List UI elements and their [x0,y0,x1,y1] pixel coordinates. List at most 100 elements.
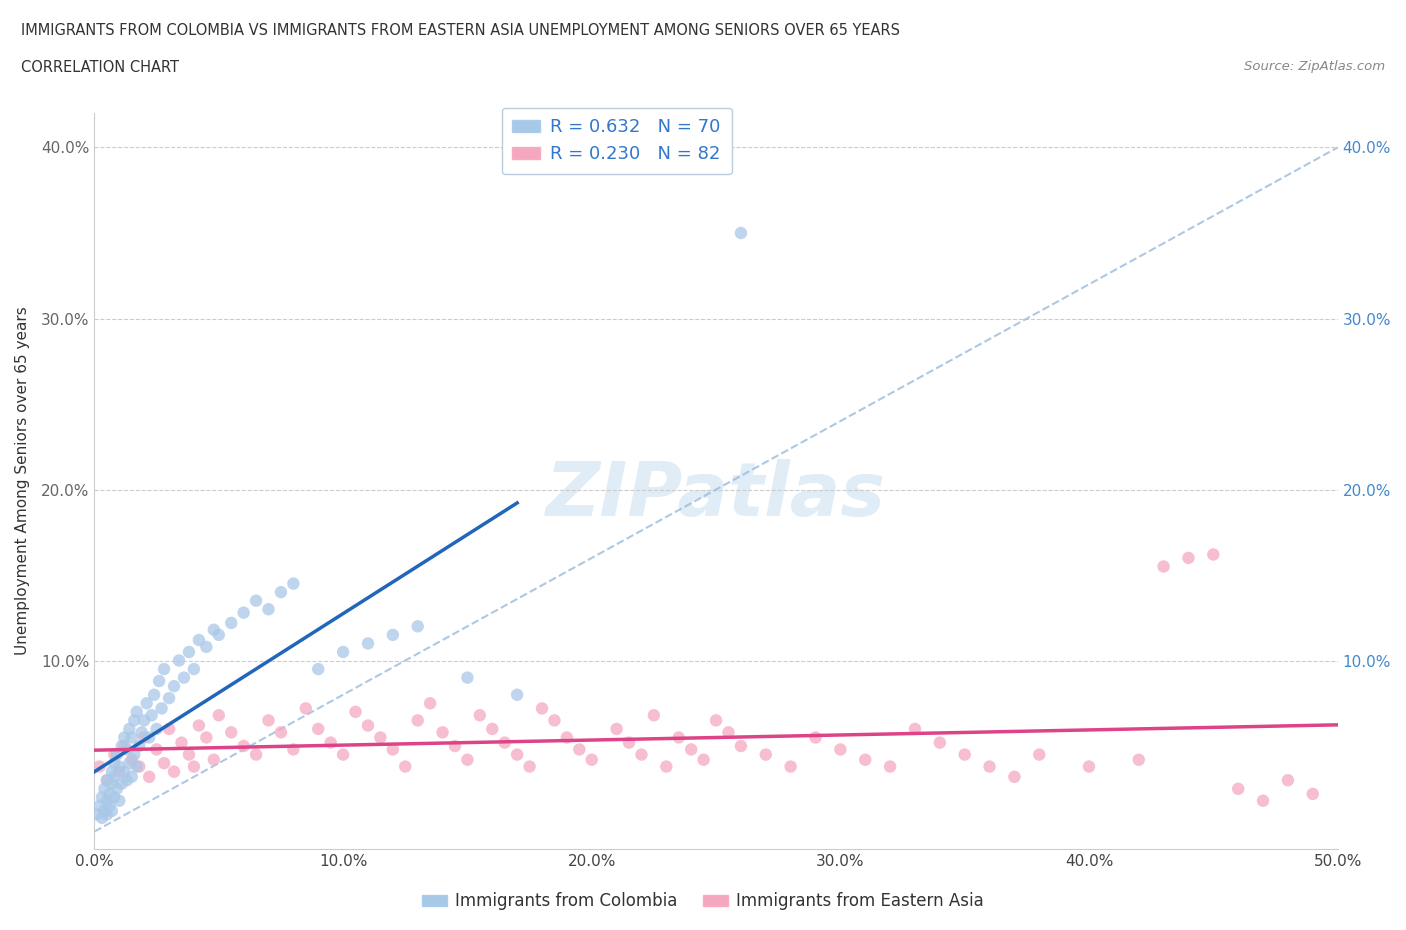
Point [122,713,145,728]
Point [295,701,318,716]
Point [1251,793,1274,808]
Point [555,730,578,745]
Point [319,736,342,751]
Point [131,724,153,739]
Point [283,576,305,591]
Point [381,628,404,643]
Point [177,644,200,659]
Point [115,773,138,788]
Point [138,730,160,745]
Point [804,730,827,745]
Point [270,724,292,739]
Point [96,807,118,822]
Point [232,738,254,753]
Point [208,628,231,643]
Point [89,799,111,814]
Point [730,226,752,241]
Point [1277,773,1299,788]
Point [111,777,134,791]
Point [118,722,141,737]
Point [157,691,180,706]
Point [245,593,267,608]
Point [432,724,454,739]
Point [98,799,121,814]
Point [257,602,280,617]
Point [90,810,112,825]
Point [468,708,491,723]
Point [1202,547,1225,562]
Point [270,585,292,600]
Point [93,781,115,796]
Point [519,759,541,774]
Point [406,618,429,633]
Point [143,687,166,702]
Point [122,747,145,762]
Point [103,756,125,771]
Point [125,759,148,774]
Point [1302,787,1324,802]
Text: ZIPatlas: ZIPatlas [546,459,886,532]
Point [128,759,150,774]
Point [208,708,231,723]
Point [283,742,305,757]
Point [121,730,143,745]
Point [153,756,176,771]
Point [606,722,628,737]
Text: Source: ZipAtlas.com: Source: ZipAtlas.com [1244,60,1385,73]
Point [183,759,205,774]
Legend: R = 0.632   N = 70, R = 0.230   N = 82: R = 0.632 N = 70, R = 0.230 N = 82 [502,108,731,174]
Point [568,742,591,757]
Point [681,742,703,757]
Point [103,769,125,784]
Point [245,747,267,762]
Point [1153,559,1175,574]
Point [150,701,173,716]
Point [121,769,143,784]
Point [167,653,190,668]
Point [90,790,112,804]
Point [86,807,108,822]
Point [173,671,195,685]
Point [118,756,141,771]
Point [406,713,429,728]
Point [121,752,143,767]
Point [257,713,280,728]
Point [105,747,128,762]
Point [357,718,380,733]
Point [108,759,131,774]
Point [307,722,329,737]
Point [332,644,354,659]
Point [1227,781,1250,796]
Point [111,738,134,753]
Point [1078,759,1101,774]
Point [134,713,156,728]
Point [381,742,404,757]
Point [177,747,200,762]
Point [928,736,950,751]
Point [456,671,478,685]
Point [148,673,170,688]
Legend: Immigrants from Colombia, Immigrants from Eastern Asia: Immigrants from Colombia, Immigrants fro… [415,885,991,917]
Point [655,759,678,774]
Point [357,636,380,651]
Point [128,738,150,753]
Point [163,679,186,694]
Point [581,752,603,767]
Point [543,713,565,728]
Point [112,730,135,745]
Point [394,759,416,774]
Point [344,704,367,719]
Point [779,759,801,774]
Point [419,696,441,711]
Point [141,708,163,723]
Point [93,804,115,818]
Point [96,773,118,788]
Point [219,724,242,739]
Point [153,661,176,676]
Point [494,736,516,751]
Point [115,742,138,757]
Point [704,713,727,728]
Point [617,736,640,751]
Point [1028,747,1050,762]
Point [183,661,205,676]
